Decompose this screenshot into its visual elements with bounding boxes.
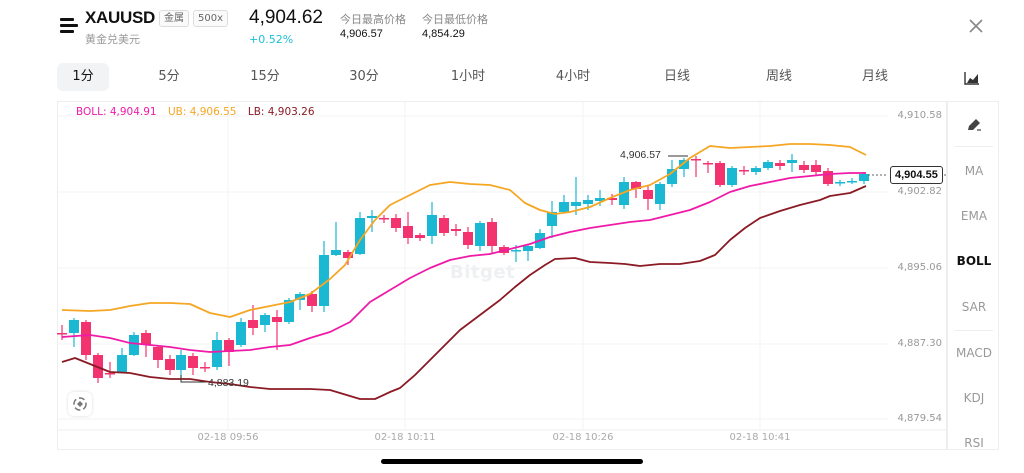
day-low-label: 今日最低价格 — [422, 13, 488, 26]
y-tick: 4,910.58 — [897, 110, 942, 121]
tab-5m[interactable]: 5分 — [158, 69, 180, 84]
y-tick: 4,895.06 — [897, 262, 942, 273]
low-marker-label: 4,883.19 — [208, 377, 249, 389]
chart-type-icon[interactable] — [964, 70, 980, 85]
day-high-value: 4,906.57 — [340, 28, 383, 40]
indicator-sar[interactable]: SAR — [961, 300, 987, 314]
y-tick: 4,902.82 — [897, 186, 942, 197]
indicator-boll[interactable]: BOLL — [956, 254, 992, 268]
last-price: 4,904.62 — [249, 7, 323, 28]
indicator-rsi[interactable]: RSI — [964, 436, 984, 450]
timeframe-tabs: 1分 5分 15分 30分 1小时 4小时 日线 周线 月线 — [57, 63, 967, 91]
day-low-value: 4,854.29 — [422, 28, 465, 40]
divider — [955, 330, 993, 331]
y-tick: 4,879.54 — [897, 413, 942, 424]
reset-icon — [73, 397, 87, 411]
tab-4h[interactable]: 4小时 — [555, 69, 591, 84]
chart-area[interactable] — [57, 101, 947, 450]
boll-legend: BOLL: 4,904.91 UB: 4,906.55 LB: 4,903.26 — [76, 106, 323, 118]
x-tick: 02-18 10:26 — [552, 432, 614, 443]
tab-1m[interactable]: 1分 — [57, 63, 109, 91]
reset-view-button[interactable] — [68, 392, 92, 416]
x-tick: 02-18 10:41 — [729, 432, 791, 443]
symbol-subtitle: 黄金兑美元 — [85, 33, 140, 46]
legend-boll: BOLL: 4,904.91 — [76, 106, 157, 118]
indicator-panel: MA EMA BOLL SAR MACD KDJ RSI — [947, 101, 999, 450]
indicator-kdj[interactable]: KDJ — [963, 391, 985, 405]
divider — [955, 146, 993, 147]
category-badge: 金属 — [159, 10, 189, 27]
indicator-ma[interactable]: MA — [964, 164, 984, 178]
tab-daily[interactable]: 日线 — [663, 69, 690, 84]
tab-15m[interactable]: 15分 — [250, 69, 280, 84]
menu-icon[interactable] — [60, 16, 78, 34]
symbol-title: XAUUSD — [85, 8, 155, 27]
leverage-badge: 500x — [193, 10, 229, 27]
y-tick: 4,887.30 — [897, 338, 942, 349]
current-price-tag: 4,904.55 — [890, 166, 943, 184]
legend-ub: UB: 4,906.55 — [167, 106, 237, 118]
home-indicator — [381, 459, 643, 464]
legend-lb: LB: 4,903.26 — [247, 106, 315, 118]
x-tick: 02-18 09:56 — [197, 432, 259, 443]
indicator-macd[interactable]: MACD — [956, 346, 992, 360]
tab-30m[interactable]: 30分 — [349, 69, 379, 84]
tab-monthly[interactable]: 月线 — [861, 69, 888, 84]
pen-tool-icon[interactable] — [965, 116, 983, 134]
watermark: Bitget — [450, 262, 516, 283]
change-percent: +0.52% — [249, 33, 294, 46]
indicator-ema[interactable]: EMA — [960, 209, 988, 223]
close-icon[interactable] — [966, 16, 986, 36]
tab-weekly[interactable]: 周线 — [765, 69, 792, 84]
x-tick: 02-18 10:11 — [374, 432, 436, 443]
day-high-label: 今日最高价格 — [340, 13, 406, 26]
tab-1h[interactable]: 1小时 — [450, 69, 486, 84]
high-marker-label: 4,906.57 — [620, 149, 661, 161]
